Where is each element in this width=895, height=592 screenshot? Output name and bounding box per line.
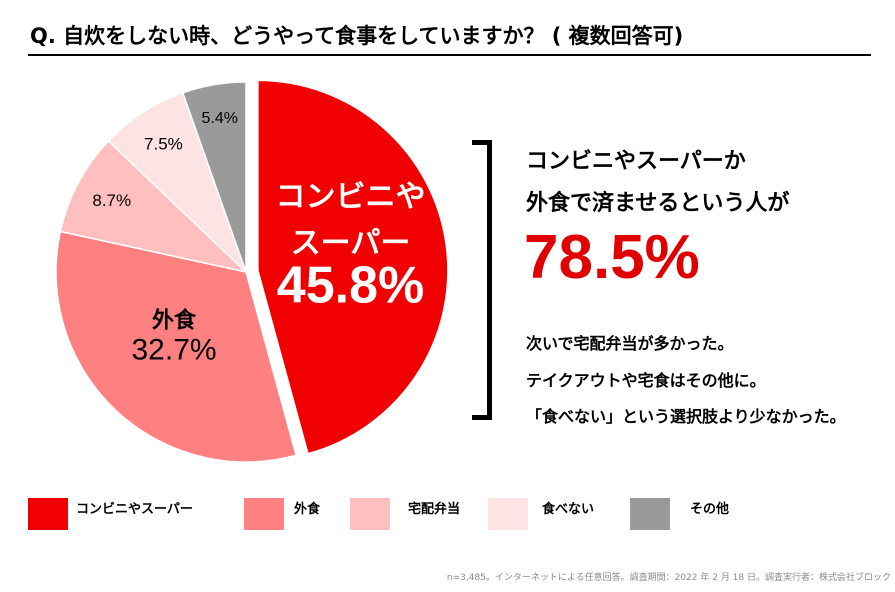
summary-bracket — [472, 140, 492, 420]
slice-label-convenience-1: スーパー — [291, 226, 411, 261]
legend-label-convenience: コンビニやスーパー — [76, 502, 193, 517]
slice-value-skip: 7.5% — [144, 134, 183, 153]
pie-slice-convenience — [257, 79, 449, 455]
legend-swatch-other — [630, 498, 670, 530]
summary-line-1: コンビニやスーパーか — [526, 149, 746, 174]
legend-swatch-eating-out — [244, 498, 284, 530]
footnote: n=3,485。インターネットによる任意回答。調査期間：2022 年 2 月 1… — [446, 573, 891, 583]
summary-detail-3: 「食べない」という選択肢より少なかった。 — [526, 407, 846, 426]
chart-title: Q. 自炊をしない時、どうやって食事をしていますか？ ( 複数回答可) — [30, 24, 684, 48]
legend-swatch-delivery — [350, 498, 390, 530]
legend-label-skip: 食べない — [542, 502, 595, 517]
legend-label-delivery: 宅配弁当 — [408, 502, 461, 517]
slice-label-convenience-0: コンビニや — [276, 179, 426, 214]
summary-line-2: 外食で済ませるという人が — [526, 191, 790, 216]
legend-swatch-convenience — [28, 498, 68, 530]
legend-label-eating-out: 外食 — [294, 502, 321, 517]
slice-value-convenience: 45.8% — [277, 257, 424, 315]
pie-slice-delivery — [59, 139, 249, 274]
pie-slice-eating-out — [55, 230, 298, 463]
legend-label-other: その他 — [690, 502, 730, 517]
slice-value-other: 5.4% — [201, 110, 237, 127]
summary-percent: 78.5% — [524, 223, 700, 292]
legend-swatch-skip — [488, 498, 528, 530]
title-underline — [28, 54, 871, 56]
slice-label-eating-out-0: 外食 — [152, 308, 197, 334]
summary-detail-2: テイクアウトや宅食はその他に。 — [526, 371, 766, 390]
slice-value-eating-out: 32.7% — [132, 333, 217, 366]
pie-slice-other — [181, 81, 247, 273]
summary-detail-1: 次いで宅配弁当が多かった。 — [526, 334, 734, 353]
slice-value-delivery: 8.7% — [92, 191, 131, 210]
